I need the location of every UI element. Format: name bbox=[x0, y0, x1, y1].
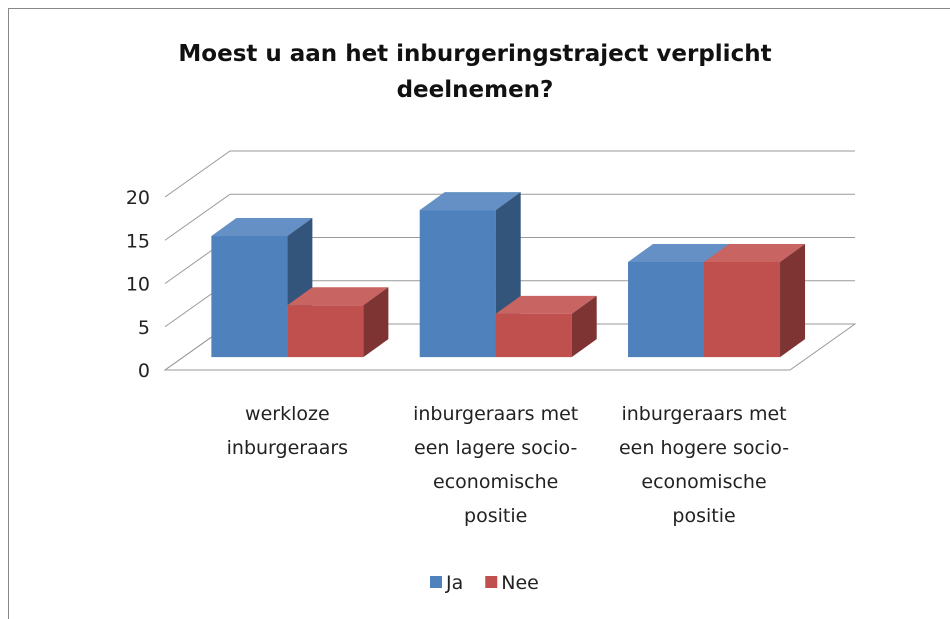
legend-swatch bbox=[485, 576, 498, 588]
bar-front bbox=[211, 236, 288, 358]
grid-line bbox=[164, 150, 855, 198]
bar-front bbox=[287, 305, 364, 358]
legend-label: Nee bbox=[501, 572, 539, 594]
chart-title: Moest u aan het inburgeringstraject verp… bbox=[178, 41, 772, 103]
bar-front bbox=[419, 210, 496, 358]
legend-swatch bbox=[430, 576, 442, 588]
bar-side bbox=[780, 243, 806, 358]
bar-top bbox=[704, 243, 806, 262]
bar-top bbox=[211, 218, 313, 237]
bar-top bbox=[419, 192, 521, 211]
x-tick-label: positie bbox=[464, 505, 527, 527]
x-tick-label: inburgeraars met bbox=[621, 403, 786, 425]
x-tick-label: een lagere socio- bbox=[414, 437, 577, 459]
x-tick-label: inburgeraars met bbox=[413, 403, 578, 425]
y-tick-label: 5 bbox=[138, 317, 150, 339]
y-tick-label: 10 bbox=[126, 274, 150, 296]
bar-front bbox=[495, 313, 572, 358]
bar-front bbox=[704, 261, 781, 358]
chart-border bbox=[8, 8, 950, 619]
bar-side bbox=[571, 295, 597, 358]
x-tick-label: werkloze bbox=[245, 403, 330, 425]
y-tick-label: 0 bbox=[138, 360, 150, 382]
legend-label: Ja bbox=[445, 572, 463, 594]
bar-side bbox=[363, 287, 389, 358]
x-tick-label: economische bbox=[433, 471, 558, 493]
bar-top bbox=[495, 295, 597, 314]
x-tick-label: inburgeraars bbox=[227, 437, 348, 459]
y-tick-label: 15 bbox=[126, 230, 150, 252]
x-tick-label: een hogere socio- bbox=[619, 437, 789, 459]
x-tick-label: positie bbox=[672, 505, 735, 527]
bar-top bbox=[628, 243, 730, 262]
x-tick-label: economische bbox=[641, 471, 766, 493]
grid-line bbox=[164, 193, 855, 241]
bar-front bbox=[628, 261, 705, 358]
y-tick-label: 20 bbox=[126, 187, 150, 209]
bar-top bbox=[287, 287, 389, 306]
